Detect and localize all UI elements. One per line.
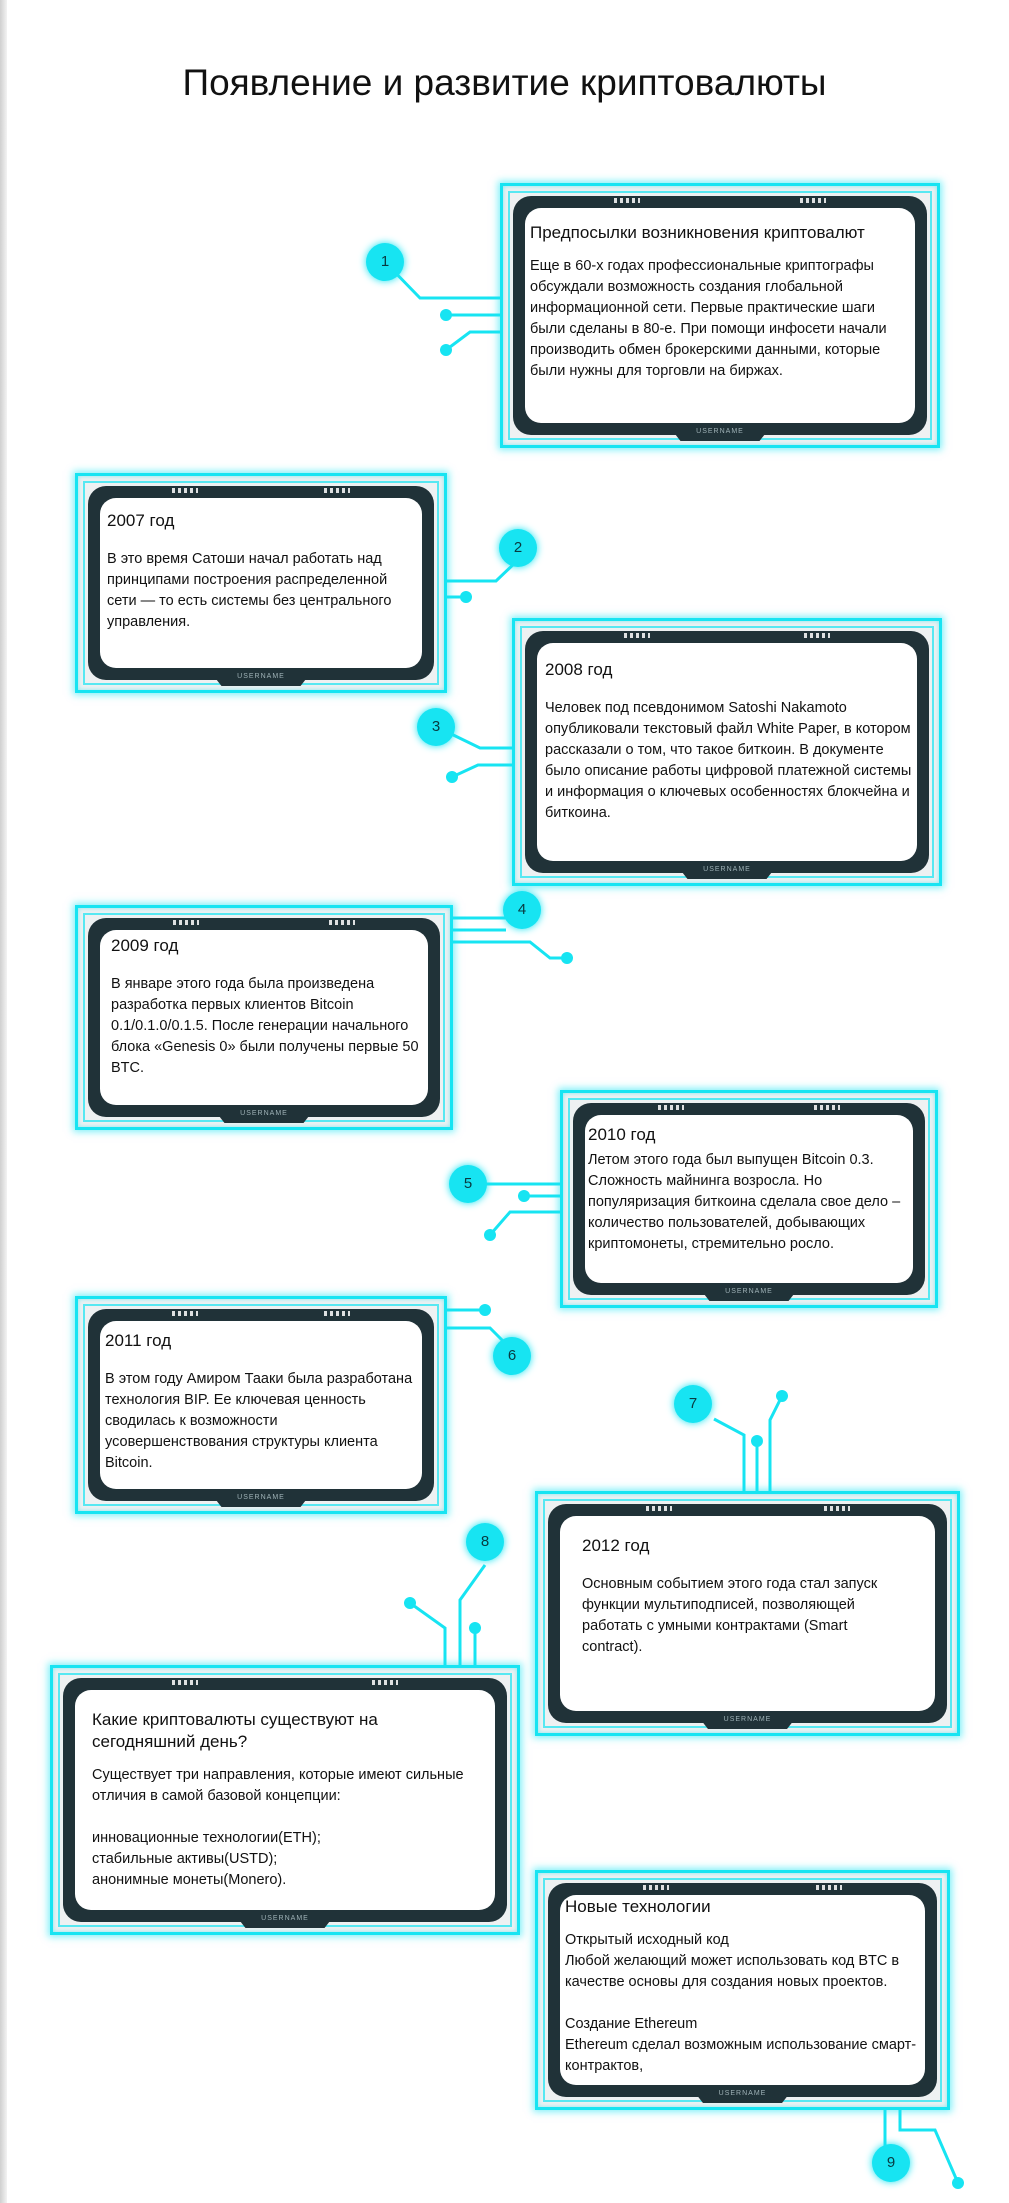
- card-new-technologies: USERNAME Новые технологии Открытый исход…: [535, 1870, 950, 2110]
- card-heading: 2009 год: [111, 936, 179, 955]
- page-left-shadow: [0, 0, 7, 2203]
- step-badge-6: 6: [493, 1337, 531, 1375]
- card-heading: Предпосылки возникновения криптовалют: [530, 223, 865, 242]
- card-heading: 2007 год: [107, 511, 175, 530]
- step-badge-7: 7: [674, 1385, 712, 1423]
- card-body: Еще в 60-х годах профессиональные крипто…: [530, 258, 887, 379]
- card-current-cryptocurrencies: USERNAME Какие криптовалюты существуют н…: [50, 1665, 520, 1935]
- frame-label: USERNAME: [209, 1491, 313, 1507]
- card-body: В этом году Амиром Тааки была разработан…: [105, 1371, 413, 1471]
- step-badge-9: 9: [872, 2144, 910, 2182]
- frame-label: USERNAME: [695, 1713, 800, 1729]
- card-body: В январе этого года была произведена раз…: [111, 976, 419, 1076]
- card-2012: USERNAME 2012 год Основным событием этог…: [535, 1491, 960, 1736]
- step-badge-2: 2: [499, 529, 537, 567]
- card-body: В это время Сатоши начал работать над пр…: [107, 551, 392, 630]
- frame-label: USERNAME: [690, 2087, 795, 2103]
- card-heading: 2011 год: [105, 1331, 172, 1350]
- page-title: Появление и развитие криптовалюты: [182, 62, 827, 103]
- step-badge-3: 3: [417, 708, 455, 746]
- card-2007: USERNAME 2007 год В это время Сатоши нач…: [75, 473, 447, 693]
- card-heading: 2012 год: [582, 1536, 650, 1555]
- frame-label: USERNAME: [212, 1107, 316, 1123]
- card-body: Открытый исходный код Любой желающий мож…: [565, 1932, 917, 2074]
- step-badge-4: 4: [503, 891, 541, 929]
- card-body: Существует три направления, которые имею…: [92, 1767, 464, 1888]
- card-body: Человек под псевдонимом Satoshi Nakamoto…: [545, 700, 912, 821]
- card-body: Основным событием этого года стал запуск…: [582, 1576, 878, 1655]
- card-heading: Какие криптовалюты существуют на сегодня…: [92, 1710, 378, 1751]
- card-body: Летом этого года был выпущен Bitcoin 0.3…: [588, 1152, 901, 1252]
- card-2008: USERNAME 2008 год Человек под псевдонимо…: [512, 618, 942, 886]
- card-heading: 2008 год: [545, 660, 613, 679]
- frame-label: USERNAME: [233, 1912, 337, 1928]
- card-heading: 2010 год: [588, 1125, 656, 1144]
- frame-label: USERNAME: [209, 670, 313, 686]
- step-badge-8: 8: [466, 1523, 504, 1561]
- card-2011: USERNAME 2011 год В этом году Амиром Таа…: [75, 1296, 447, 1514]
- step-badge-1: 1: [366, 243, 404, 281]
- step-badge-5: 5: [449, 1165, 487, 1203]
- card-2010: USERNAME 2010 год Летом этого года был в…: [560, 1090, 938, 1308]
- frame-label: USERNAME: [697, 1285, 801, 1301]
- card-2009: USERNAME 2009 год В январе этого года бы…: [75, 905, 453, 1130]
- frame-label: USERNAME: [668, 425, 772, 441]
- card-crypto-prerequisites: USERNAME Предпосылки возникновения крипт…: [500, 183, 940, 448]
- frame-label: USERNAME: [675, 863, 779, 879]
- card-heading: Новые технологии: [565, 1897, 711, 1916]
